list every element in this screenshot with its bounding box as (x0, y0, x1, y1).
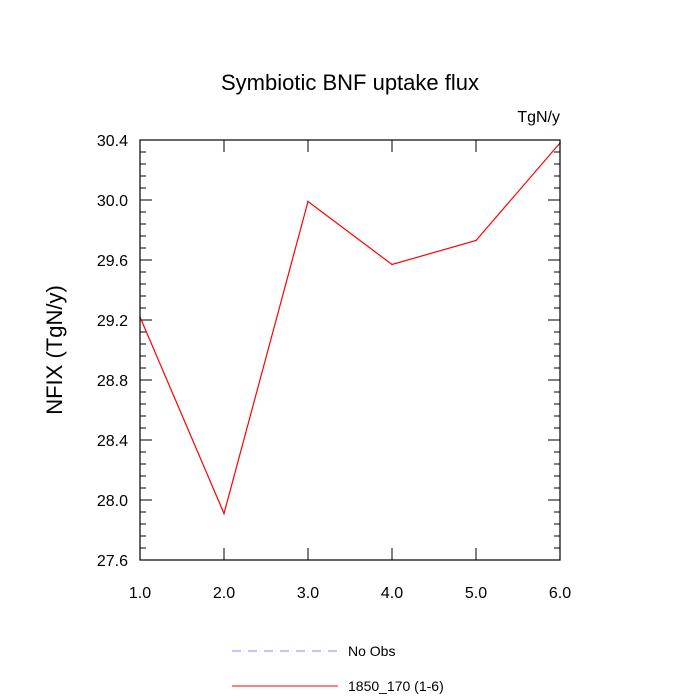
legend-label-series: 1850_170 (1-6) (348, 678, 444, 694)
x-tick-label: 2.0 (213, 585, 235, 602)
data-point (307, 200, 309, 203)
y-tick-label: 28.4 (97, 433, 128, 450)
x-tick-label: 5.0 (465, 585, 487, 602)
axis-ticks (139, 139, 561, 561)
y-tick-label: 27.6 (97, 553, 128, 570)
series-line (139, 142, 561, 516)
plot-frame (139, 139, 561, 561)
legend: No Obs 1850_170 (1-6) (232, 643, 444, 694)
data-point (391, 263, 393, 266)
y-tick-label: 30.4 (97, 133, 128, 150)
y-axis-label: NFIX (TgN/y) (42, 285, 67, 415)
y-tick-label: 30.0 (97, 193, 128, 210)
x-tick-label: 1.0 (129, 585, 151, 602)
legend-label-no-obs: No Obs (348, 643, 395, 659)
x-tick-label: 4.0 (381, 585, 403, 602)
units-label: TgN/y (517, 109, 560, 126)
x-tick-label: 6.0 (549, 585, 571, 602)
chart-title: Symbiotic BNF uptake flux (221, 70, 479, 95)
data-point (223, 512, 225, 515)
axis-tick-labels: 1.0 2.0 3.0 4.0 5.0 6.0 27.6 28.0 28.4 28.8 29.2 29… (97, 133, 571, 602)
x-tick-label: 3.0 (297, 585, 319, 602)
y-tick-label: 28.0 (97, 493, 128, 510)
data-point (475, 239, 477, 242)
y-tick-label: 28.8 (97, 373, 128, 390)
y-tick-label: 29.6 (97, 253, 128, 270)
data-series (139, 142, 561, 516)
y-tick-label: 29.2 (97, 313, 128, 330)
